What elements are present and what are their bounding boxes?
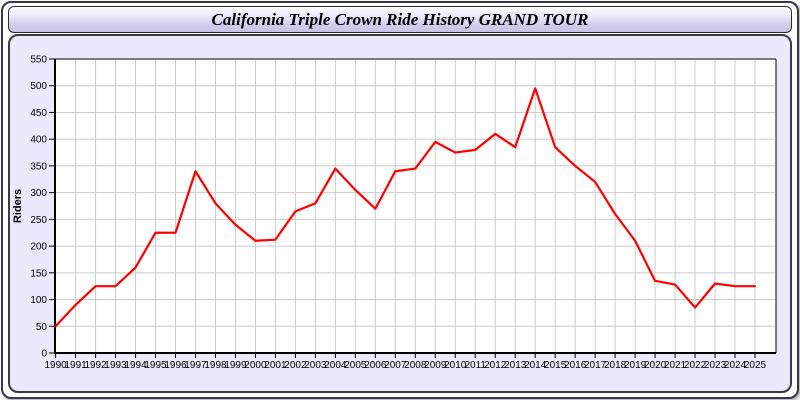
title-bar: California Triple Crown Ride History GRA… bbox=[8, 6, 792, 33]
chart-panel bbox=[8, 34, 792, 393]
page-title: California Triple Crown Ride History GRA… bbox=[211, 9, 589, 29]
